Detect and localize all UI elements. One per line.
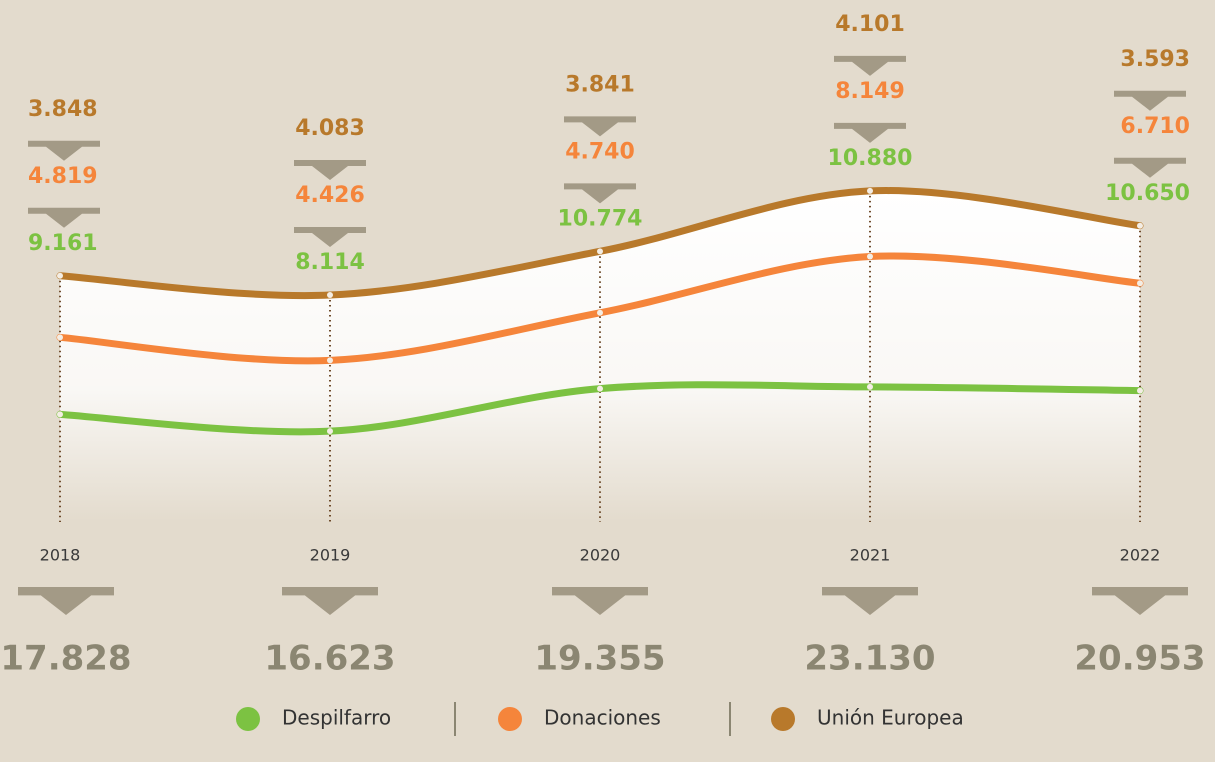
value-label: 9.161 [28, 231, 98, 256]
value-label: 4.101 [835, 12, 905, 37]
value-label: 8.149 [835, 79, 905, 104]
value-label: 3.848 [28, 97, 98, 122]
total-arrow [1092, 587, 1188, 615]
point [597, 385, 603, 392]
point [327, 292, 333, 299]
legend-label: Unión Europea [817, 706, 964, 730]
point [597, 309, 603, 316]
point [327, 428, 333, 435]
total-arrow [552, 587, 648, 615]
point [1137, 222, 1143, 229]
label-arrow [834, 122, 906, 143]
point [597, 248, 603, 255]
total-label: 17.828 [0, 639, 131, 679]
value-label: 10.880 [828, 146, 913, 171]
point [867, 187, 873, 194]
label-arrow [28, 140, 100, 161]
total-arrow [822, 587, 918, 615]
value-label: 4.740 [565, 139, 635, 164]
legend-swatch [498, 707, 522, 731]
point [1137, 387, 1143, 394]
x-tick-label: 2020 [580, 546, 621, 565]
label-arrow [294, 227, 366, 248]
label-arrow [1114, 90, 1186, 111]
x-tick-label: 2022 [1120, 546, 1161, 565]
total-arrow [18, 587, 114, 615]
label-arrow [564, 116, 636, 137]
value-label: 6.710 [1120, 114, 1190, 139]
total-label: 20.953 [1074, 639, 1205, 679]
value-label: 3.841 [565, 72, 635, 97]
x-tick-label: 2018 [40, 546, 81, 565]
total-arrow [282, 587, 378, 615]
legend-label: Despilfarro [282, 706, 391, 730]
legend-swatch [236, 707, 260, 731]
x-tick-label: 2019 [310, 546, 351, 565]
point [867, 383, 873, 390]
value-label: 10.774 [558, 206, 643, 231]
total-label: 16.623 [264, 639, 395, 679]
total-label: 23.130 [804, 639, 935, 679]
area-layer [60, 190, 1140, 522]
value-label: 4.426 [295, 183, 365, 208]
x-tick-label: 2021 [850, 546, 891, 565]
total-label: 19.355 [534, 639, 665, 679]
value-label: 4.819 [28, 164, 98, 189]
area-fill [60, 190, 1140, 522]
value-label: 10.650 [1105, 181, 1190, 206]
label-arrow [294, 160, 366, 181]
label-arrow [1114, 157, 1186, 178]
label-arrow [834, 55, 906, 76]
point [327, 357, 333, 364]
label-arrow [28, 207, 100, 228]
value-label: 8.114 [295, 250, 365, 275]
point [1137, 280, 1143, 287]
legend-label: Donaciones [544, 706, 661, 730]
value-label: 3.593 [1120, 47, 1190, 72]
legend-swatch [771, 707, 795, 731]
point [57, 334, 63, 341]
point [867, 253, 873, 260]
point [57, 272, 63, 279]
label-arrow [564, 183, 636, 204]
value-label: 4.083 [295, 116, 365, 141]
point [57, 411, 63, 418]
